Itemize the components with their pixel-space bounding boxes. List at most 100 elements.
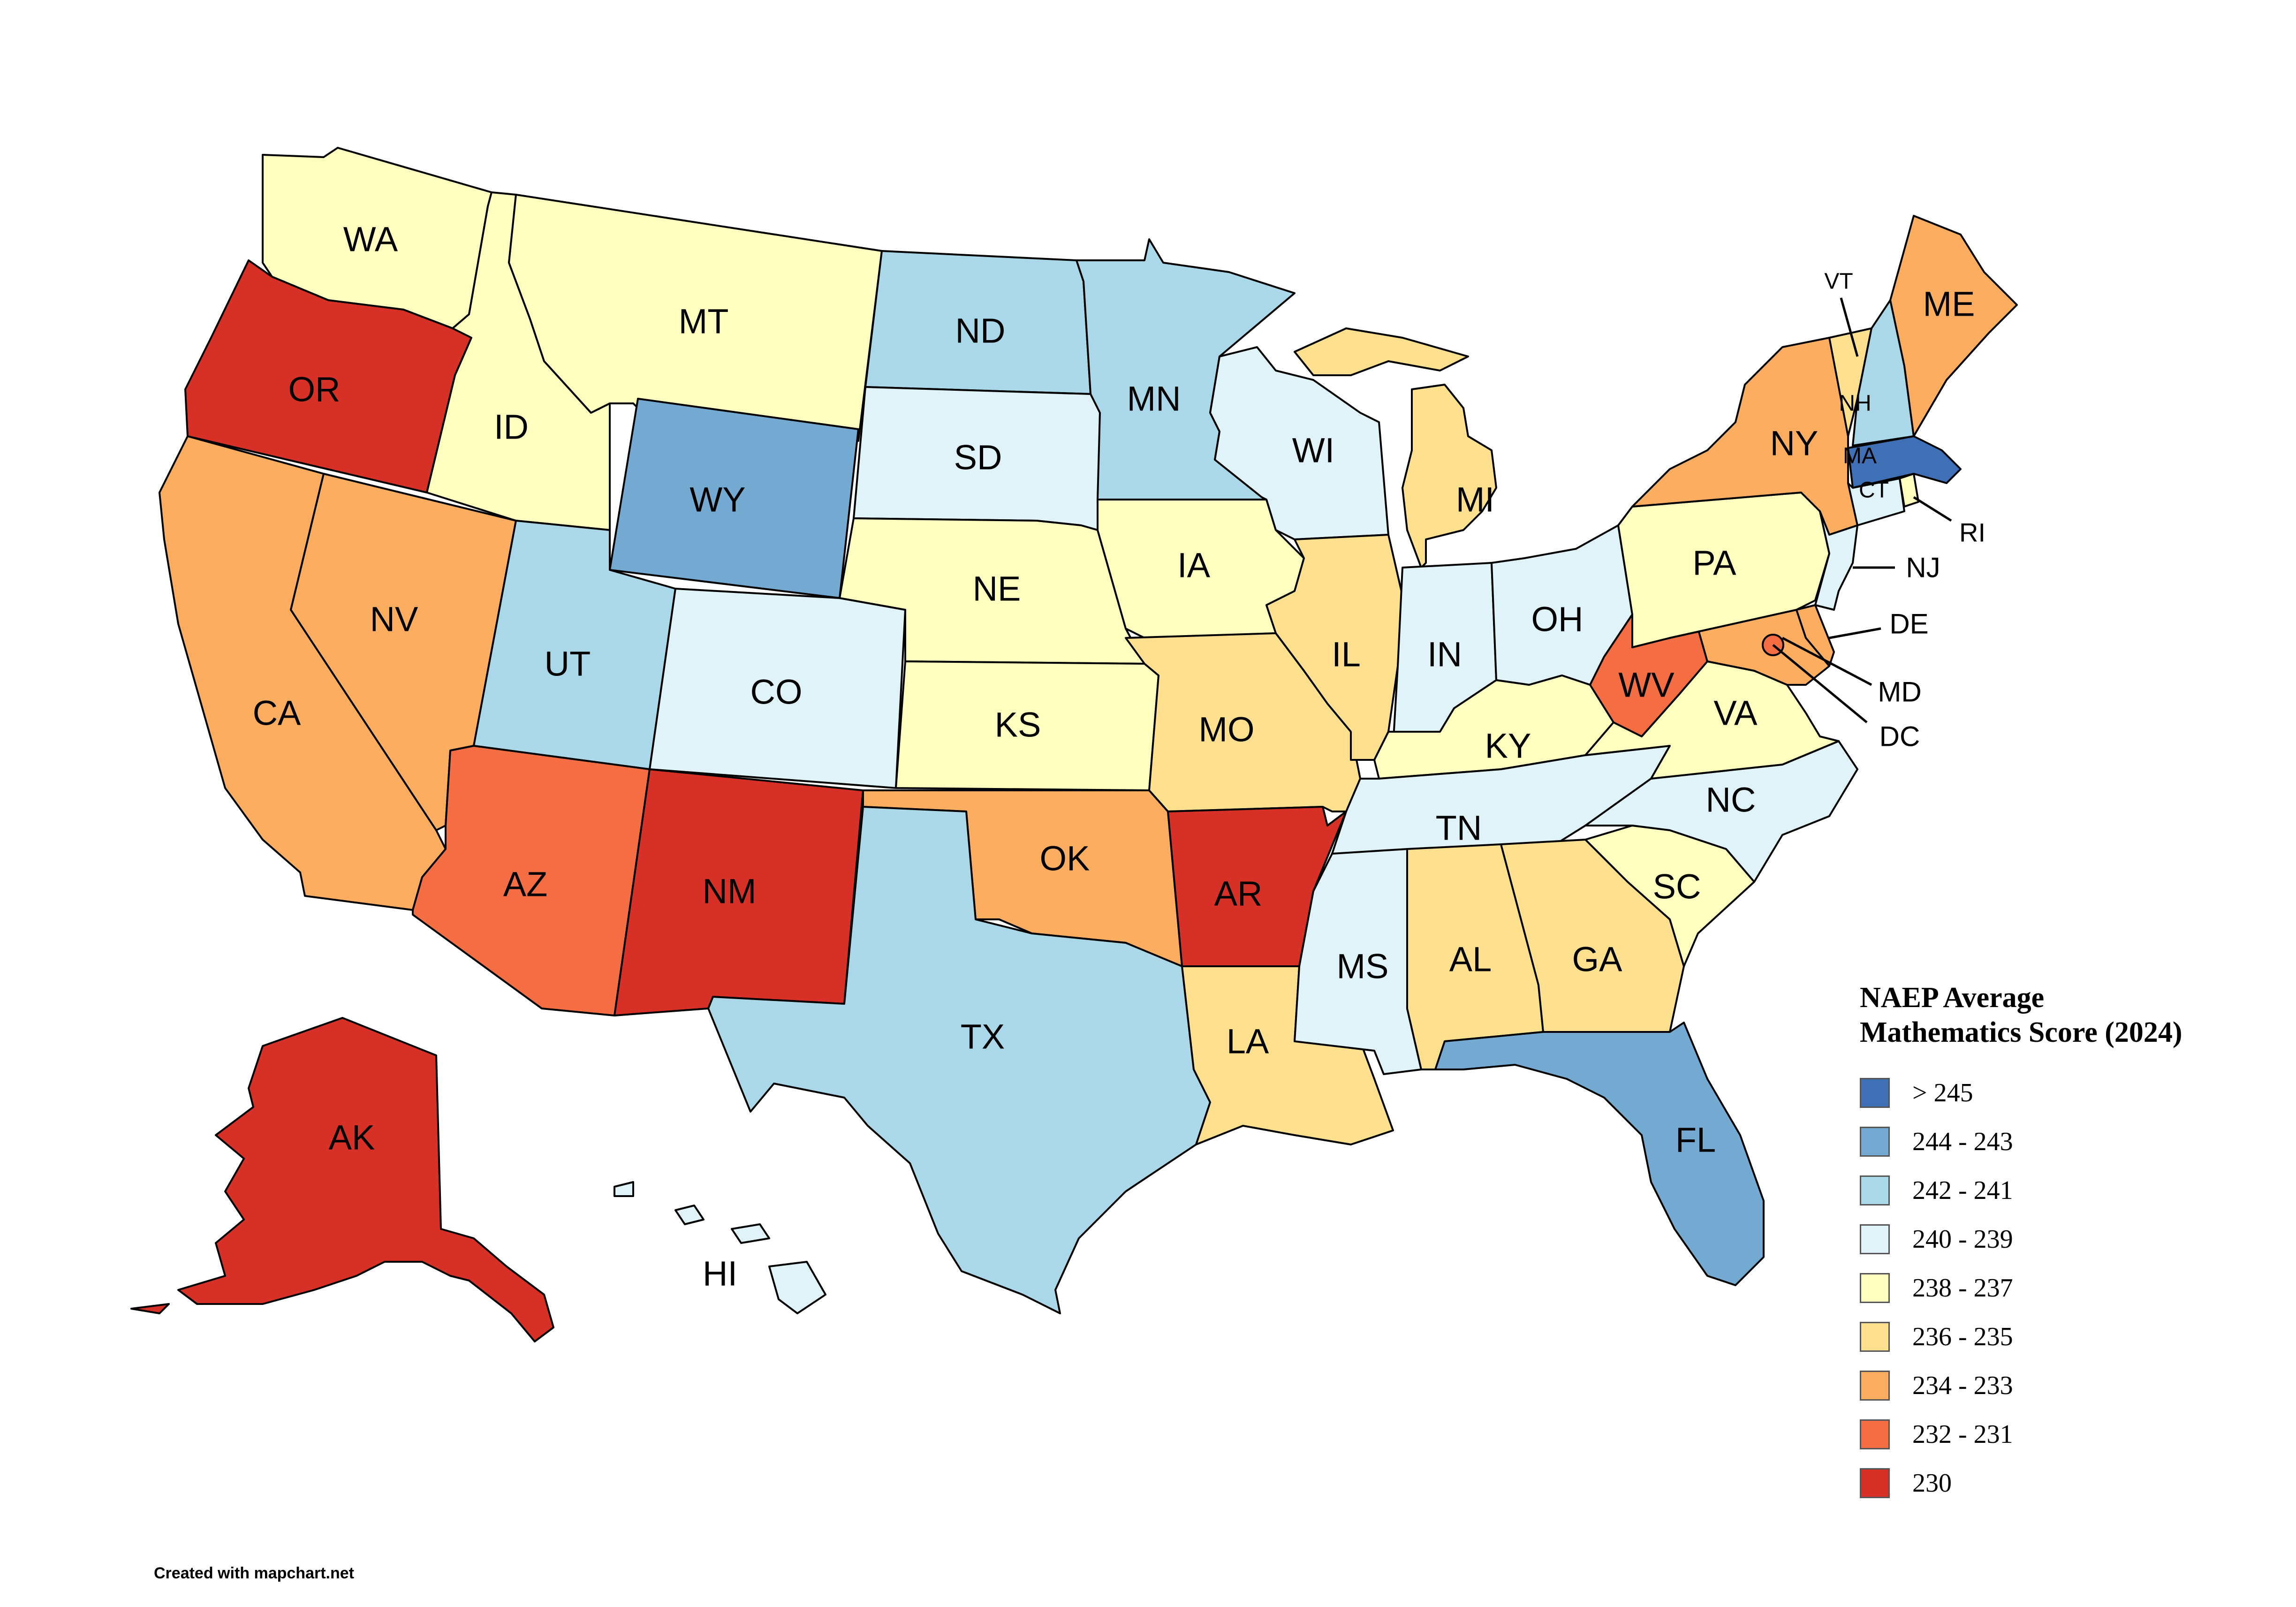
label-hi: HI — [703, 1254, 737, 1293]
label-nc: NC — [1706, 781, 1756, 819]
legend-label: 234 - 233 — [1912, 1371, 2013, 1400]
label-ut: UT — [545, 644, 591, 683]
label-ia: IA — [1177, 546, 1211, 585]
label-in: IN — [1427, 635, 1462, 674]
legend-item: 244 - 243 — [1860, 1117, 2282, 1166]
legend-swatch — [1860, 1273, 1890, 1303]
legend-label: 238 - 237 — [1912, 1273, 2013, 1303]
legend-items: > 245 244 - 243 242 - 241 240 - 239 238 - 23… — [1860, 1069, 2282, 1508]
label-mo: MO — [1198, 710, 1254, 749]
label-mn: MN — [1127, 379, 1181, 418]
label-wa: WA — [343, 220, 398, 259]
label-de: DE — [1889, 608, 1928, 640]
legend-swatch — [1860, 1371, 1890, 1401]
label-va: VA — [1713, 694, 1758, 733]
leader-vt — [1840, 297, 1859, 357]
state-me[interactable] — [1889, 215, 2018, 437]
label-ri: RI — [1959, 518, 1985, 547]
label-ms: MS — [1337, 947, 1389, 986]
label-ak: AK — [329, 1118, 375, 1157]
label-al: AL — [1449, 940, 1492, 979]
legend-item: 240 - 239 — [1860, 1215, 2282, 1264]
label-tx: TX — [961, 1017, 1005, 1056]
legend-label: 236 - 235 — [1912, 1322, 2013, 1351]
label-ma: MA — [1843, 444, 1877, 469]
label-ks: KS — [995, 705, 1041, 744]
label-sc: SC — [1653, 867, 1701, 906]
legend-label: 232 - 231 — [1912, 1420, 2013, 1449]
leader-md — [1781, 637, 1872, 686]
label-nh: NH — [1839, 391, 1871, 416]
legend-label: > 245 — [1912, 1078, 1973, 1107]
label-id: ID — [494, 408, 529, 447]
label-az: AZ — [503, 865, 548, 904]
label-oh: OH — [1531, 600, 1584, 639]
state-tx[interactable] — [707, 806, 1211, 1314]
leader-de — [1829, 627, 1881, 639]
label-nj: NJ — [1906, 552, 1940, 584]
state-mi[interactable] — [1294, 327, 1497, 569]
label-tn: TN — [1436, 809, 1482, 848]
state-ak[interactable] — [130, 1017, 554, 1342]
leader-ri — [1913, 496, 1952, 522]
label-il: IL — [1332, 635, 1361, 674]
label-dc: DC — [1879, 721, 1920, 752]
legend-label: 244 - 243 — [1912, 1127, 2013, 1156]
legend: NAEP Average Mathematics Score (2024) > … — [1860, 980, 2282, 1508]
label-ga: GA — [1572, 940, 1623, 979]
label-wi: WI — [1292, 431, 1334, 470]
state-hi[interactable] — [614, 1181, 826, 1314]
label-ca: CA — [253, 694, 301, 733]
legend-item: 238 - 237 — [1860, 1264, 2282, 1312]
legend-title-line2: Mathematics Score (2024) — [1860, 1016, 2182, 1048]
label-wv: WV — [1618, 666, 1675, 705]
state-nj[interactable] — [1814, 510, 1858, 611]
label-nd: ND — [955, 311, 1006, 350]
legend-swatch — [1860, 1078, 1890, 1108]
state-ct[interactable] — [1847, 478, 1905, 526]
legend-swatch — [1860, 1175, 1890, 1205]
label-pa: PA — [1692, 544, 1736, 583]
label-ok: OK — [1040, 839, 1090, 878]
legend-item: > 245 — [1860, 1069, 2282, 1117]
label-ar: AR — [1214, 874, 1263, 913]
label-fl: FL — [1675, 1121, 1716, 1160]
legend-item: 230 — [1860, 1459, 2282, 1508]
legend-swatch — [1860, 1468, 1890, 1498]
label-md: MD — [1878, 676, 1921, 708]
legend-title-line1: NAEP Average — [1860, 982, 2045, 1014]
label-mt: MT — [679, 302, 729, 341]
legend-item: 236 - 235 — [1860, 1312, 2282, 1361]
credit-text: Created with mapchart.net — [154, 1564, 354, 1582]
legend-item: 234 - 233 — [1860, 1361, 2282, 1410]
legend-item: 232 - 231 — [1860, 1410, 2282, 1459]
state-de[interactable] — [1796, 604, 1835, 667]
label-ky: KY — [1485, 727, 1531, 766]
label-wy: WY — [690, 480, 745, 519]
leader-dc — [1772, 644, 1868, 723]
label-mi: MI — [1456, 480, 1494, 519]
label-nv: NV — [370, 600, 418, 639]
legend-label: 240 - 239 — [1912, 1225, 2013, 1254]
legend-swatch — [1860, 1322, 1890, 1352]
legend-item: 242 - 241 — [1860, 1166, 2282, 1215]
label-nm: NM — [702, 872, 756, 911]
legend-label: 242 - 241 — [1912, 1176, 2013, 1205]
label-sd: SD — [954, 438, 1002, 477]
legend-label: 230 — [1912, 1469, 1952, 1498]
legend-title: NAEP Average Mathematics Score (2024) — [1860, 980, 2282, 1050]
state-co[interactable] — [649, 588, 906, 789]
legend-swatch — [1860, 1419, 1890, 1449]
label-la: LA — [1227, 1022, 1269, 1061]
legend-swatch — [1860, 1224, 1890, 1254]
label-ne: NE — [973, 569, 1021, 608]
label-ny: NY — [1770, 424, 1819, 463]
state-fl[interactable] — [1434, 1022, 1765, 1286]
legend-swatch — [1860, 1127, 1890, 1157]
label-vt: VT — [1824, 269, 1853, 294]
label-co: CO — [750, 673, 803, 712]
label-or: OR — [288, 370, 341, 409]
label-me: ME — [1923, 285, 1975, 324]
label-ct: CT — [1859, 478, 1889, 503]
